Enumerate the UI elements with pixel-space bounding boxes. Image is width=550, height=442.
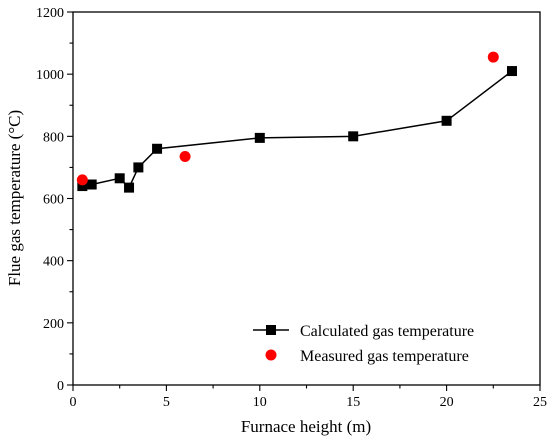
x-tick-label: 25 bbox=[533, 395, 547, 410]
y-tick-label: 400 bbox=[43, 255, 64, 270]
x-axis-label: Furnace height (m) bbox=[241, 417, 371, 436]
legend-label: Calculated gas temperature bbox=[300, 323, 474, 340]
x-tick-label: 15 bbox=[346, 395, 360, 410]
y-tick-label: 800 bbox=[43, 130, 64, 145]
calculated-point bbox=[124, 182, 135, 193]
calculated-point bbox=[114, 173, 125, 184]
x-tick-label: 10 bbox=[253, 395, 267, 410]
calculated-point bbox=[152, 143, 163, 154]
x-tick-label: 5 bbox=[163, 395, 170, 410]
calculated-point bbox=[133, 162, 144, 173]
legend-square-marker bbox=[266, 325, 276, 335]
y-tick-label: 600 bbox=[43, 193, 64, 208]
measured-point bbox=[487, 51, 499, 63]
y-tick-label: 0 bbox=[57, 379, 64, 394]
x-tick-label: 0 bbox=[70, 395, 77, 410]
y-tick-label: 1000 bbox=[36, 68, 64, 83]
calculated-point bbox=[77, 181, 88, 192]
calculated-point bbox=[348, 131, 359, 142]
y-tick-label: 200 bbox=[43, 317, 64, 332]
calculated-point bbox=[86, 179, 97, 190]
legend: Calculated gas temperature Measured gas t… bbox=[253, 323, 474, 365]
series bbox=[76, 51, 517, 193]
x-tick-label: 20 bbox=[440, 395, 454, 410]
calculated-point bbox=[506, 66, 517, 77]
y-axis-label: Flue gas temperature (°C) bbox=[5, 110, 24, 286]
legend-circle-marker bbox=[265, 349, 277, 361]
plot-frame bbox=[72, 11, 541, 386]
measured-point bbox=[76, 174, 88, 186]
calculated-series-line bbox=[82, 70, 513, 189]
calculated-point bbox=[441, 115, 452, 126]
y-tick-label: 1200 bbox=[36, 6, 64, 21]
legend-label: Measured gas temperature bbox=[300, 348, 469, 365]
calculated-point bbox=[254, 132, 265, 143]
measured-point bbox=[179, 151, 191, 163]
ticks: 0 5 10 15 20 25 0 200 400 600 800 1000 1200 bbox=[36, 6, 547, 410]
